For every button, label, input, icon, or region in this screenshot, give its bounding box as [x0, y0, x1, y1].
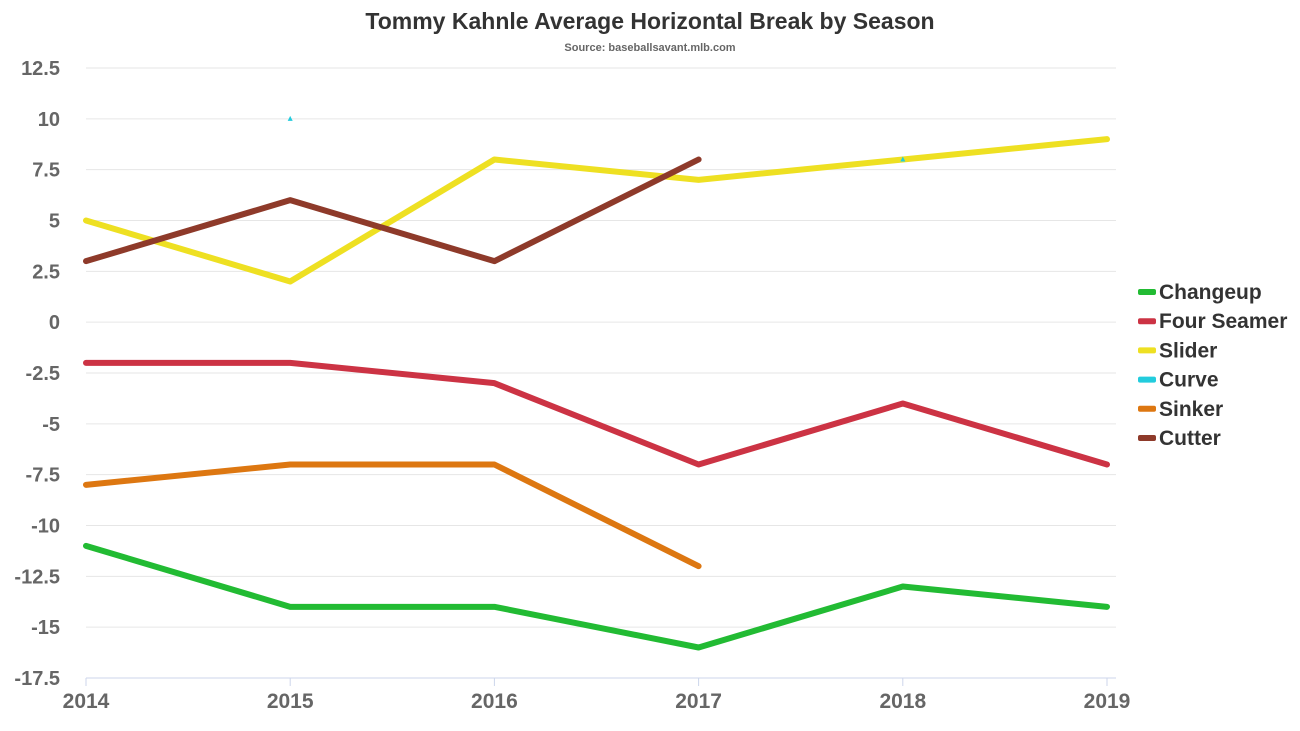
y-tick-label: -5: [42, 414, 60, 436]
legend-swatch-slider: [1138, 347, 1156, 354]
x-tick-label: 2019: [1084, 690, 1131, 713]
data-point-curve: [900, 156, 906, 162]
legend-label-slider: Slider: [1159, 339, 1217, 362]
legend-swatch-changeup: [1138, 289, 1156, 295]
legend-label-four-seamer: Four Seamer: [1159, 310, 1287, 333]
chart-subtitle: Source: baseballsavant.mlb.com: [564, 42, 736, 54]
legend-label-sinker: Sinker: [1159, 398, 1223, 421]
series-line-four-seamer: [83, 359, 1110, 468]
series-line-sinker: [83, 461, 702, 570]
y-tick-label: 10: [38, 109, 60, 131]
legend-swatch-cutter: [1138, 435, 1156, 441]
x-tick-label: 2014: [63, 690, 110, 713]
series-line-cutter: [83, 156, 702, 265]
y-tick-label: 5: [49, 211, 60, 233]
y-tick-label: 12.5: [21, 58, 60, 80]
x-axis: 2014 2015 2016 2017 2018 2019: [63, 678, 1131, 713]
legend-label-curve: Curve: [1159, 369, 1219, 392]
legend: Changeup Four Seamer Slider Curve Sinker Cutt…: [1138, 281, 1287, 450]
y-tick-label: 2.5: [32, 261, 60, 283]
chart-title: Tommy Kahnle Average Horizontal Break by…: [365, 8, 935, 34]
y-tick-label: -2.5: [26, 363, 60, 385]
series-line-changeup: [83, 542, 1110, 651]
x-tick-label: 2015: [267, 690, 314, 713]
y-tick-label: 7.5: [32, 160, 60, 182]
x-tick-label: 2018: [879, 690, 926, 713]
y-tick-label: -7.5: [26, 465, 60, 487]
legend-label-cutter: Cutter: [1159, 427, 1221, 450]
legend-label-changeup: Changeup: [1159, 281, 1262, 304]
x-tick-label: 2016: [471, 690, 518, 713]
y-tick-label: -12.5: [14, 566, 60, 588]
y-tick-label: -17.5: [14, 668, 60, 690]
y-tick-label: -15: [31, 617, 60, 639]
series-lines: [83, 115, 1110, 651]
y-tick-label: 0: [49, 312, 60, 334]
legend-swatch-sinker: [1138, 405, 1156, 412]
y-axis: 12.5 10 7.5 5 2.5 0 -2.5 -5 -7.5 -10 -12.5 -15 -17.5: [14, 58, 60, 690]
data-point-curve: [287, 115, 293, 121]
legend-swatch-four-seamer: [1138, 318, 1156, 325]
legend-swatch-curve: [1138, 376, 1156, 383]
y-tick-label: -10: [31, 516, 60, 538]
grid-lines: [86, 67, 1116, 679]
x-tick-label: 2017: [675, 690, 722, 713]
series-line-slider: [83, 136, 1110, 285]
